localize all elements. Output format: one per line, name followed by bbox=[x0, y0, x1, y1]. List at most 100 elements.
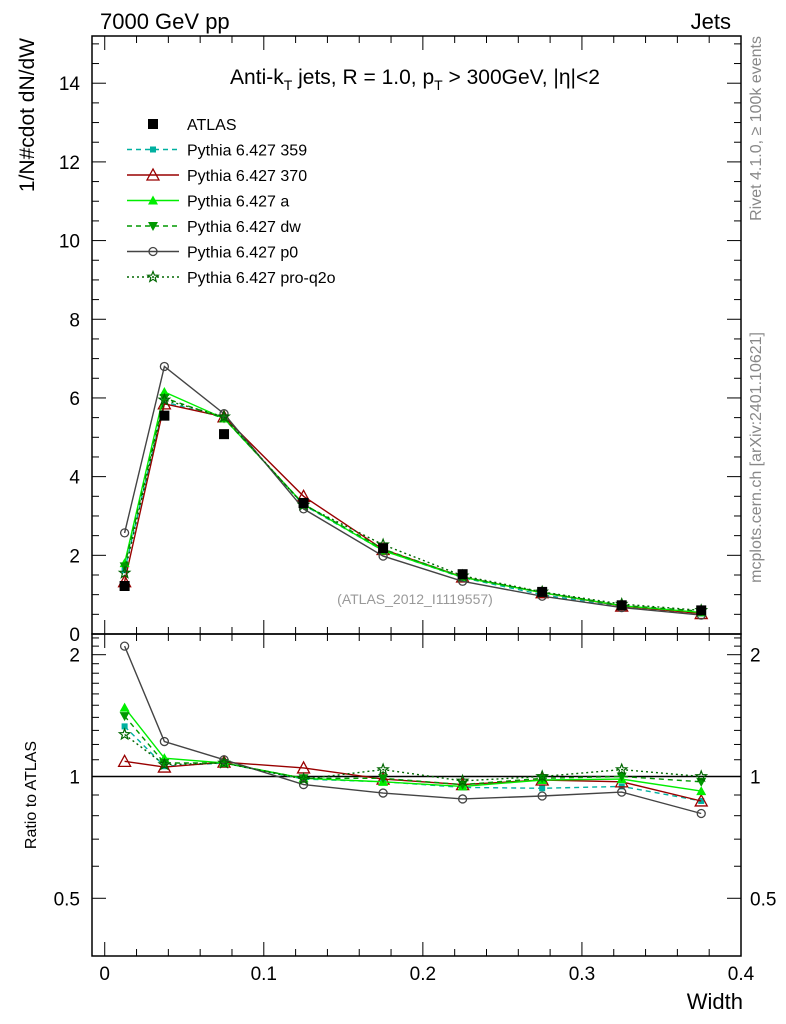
ratio-point bbox=[696, 808, 706, 819]
ratio-point bbox=[698, 797, 705, 804]
x-tick-label: 0.2 bbox=[410, 964, 436, 985]
ratio-point bbox=[535, 769, 550, 783]
mcplots-label: mcplots.cern.ch [arXiv:2401.10621] bbox=[748, 332, 765, 583]
y-tick-label: 14 bbox=[59, 74, 81, 95]
x-axis-label: Width bbox=[687, 989, 743, 1014]
series-line bbox=[123, 399, 702, 612]
legend-label: Pythia 6.427 p0 bbox=[187, 245, 298, 262]
series-point bbox=[119, 528, 130, 538]
ratio-tick-label: 0.5 bbox=[54, 889, 80, 910]
y-axis-label: 1/N#cdot dN/dW bbox=[16, 38, 39, 192]
series-point bbox=[157, 392, 172, 406]
ratio-point bbox=[159, 736, 170, 747]
atlas-data-point bbox=[119, 581, 130, 592]
x-tick-label: 0.3 bbox=[569, 964, 595, 985]
atlas-data-point bbox=[696, 605, 707, 616]
data-marks bbox=[117, 361, 709, 819]
atlas-data-point bbox=[537, 586, 548, 597]
legend-label: Pythia 6.427 a bbox=[187, 194, 289, 211]
ratio-point bbox=[694, 769, 709, 783]
legend: ATLAS Pythia 6.427 359 Pythia 6.427 370 Pyt… bbox=[127, 117, 336, 287]
ratio-tick-label-right: 1 bbox=[750, 767, 761, 788]
ratio-point bbox=[537, 791, 547, 801]
ratio-tick-label: 2 bbox=[69, 646, 80, 667]
atlas-data-point bbox=[159, 410, 170, 421]
ratio-point bbox=[696, 786, 707, 796]
legend-marker bbox=[146, 269, 160, 283]
ratio-point bbox=[119, 712, 130, 722]
ratio-point bbox=[539, 785, 546, 792]
series-point bbox=[159, 393, 170, 403]
series-line bbox=[123, 365, 702, 616]
legend-marker bbox=[150, 146, 156, 153]
ratio-tick-label: 1 bbox=[69, 767, 80, 788]
legend-label: Pythia 6.427 pro-q2o bbox=[187, 270, 336, 287]
legend-label: Pythia 6.427 359 bbox=[187, 143, 307, 160]
atlas-data-point bbox=[378, 543, 389, 554]
series-point bbox=[117, 565, 132, 579]
atlas-data-point bbox=[457, 569, 468, 580]
header-left: 7000 GeV pp bbox=[100, 9, 230, 34]
rivet-label: Rivet 4.1.0, ≥ 100k events bbox=[748, 36, 765, 221]
series-point bbox=[159, 361, 170, 372]
y-tick-label: 12 bbox=[59, 153, 80, 174]
series-line bbox=[123, 401, 702, 615]
ratio-point bbox=[378, 774, 389, 784]
ratio-point bbox=[614, 762, 629, 776]
legend-label: ATLAS bbox=[187, 117, 237, 134]
ratio-tick-label-right: 2 bbox=[750, 646, 761, 667]
ratio-point bbox=[455, 773, 470, 787]
ratio-line bbox=[124, 707, 702, 792]
legend-marker bbox=[148, 195, 158, 205]
ratio-point bbox=[376, 762, 390, 776]
x-tick-label: 0.4 bbox=[728, 964, 755, 985]
ratio-axis-label: Ratio to ATLAS bbox=[23, 741, 40, 849]
ratio-point bbox=[119, 641, 130, 651]
series-line bbox=[123, 391, 702, 614]
ratio-plot-frame: 0.5 0.5 1 1 2 2 bbox=[54, 633, 776, 957]
ratio-point bbox=[217, 755, 231, 769]
atlas-data-point bbox=[219, 429, 230, 440]
ratio-point bbox=[296, 771, 311, 786]
ratio-tick-label-right: 0.5 bbox=[750, 889, 776, 910]
ratio-point bbox=[159, 758, 170, 768]
ratio-line bbox=[124, 733, 702, 782]
series-line bbox=[123, 402, 702, 615]
x-tick-label: 0 bbox=[99, 964, 110, 985]
ratio-point bbox=[457, 794, 468, 804]
ratio-point bbox=[616, 772, 627, 782]
ratio-point bbox=[157, 757, 172, 771]
y-tick-label: 10 bbox=[59, 232, 80, 253]
y-tick-label: 6 bbox=[69, 389, 80, 410]
legend-marker bbox=[145, 167, 161, 181]
series-point bbox=[159, 387, 170, 397]
header-right: Jets bbox=[691, 9, 731, 34]
y-tick-label: 8 bbox=[69, 310, 80, 331]
ratio-point bbox=[119, 702, 130, 712]
ratio-point bbox=[617, 787, 627, 797]
ratio-point bbox=[694, 793, 709, 807]
ratio-point bbox=[378, 788, 388, 798]
legend-marker bbox=[148, 222, 158, 231]
legend-marker bbox=[148, 246, 158, 257]
ratio-point bbox=[117, 727, 132, 741]
series-point bbox=[217, 409, 231, 423]
ratio-point bbox=[219, 755, 229, 765]
atlas-data-point bbox=[616, 600, 627, 611]
y-tick-label: 4 bbox=[69, 468, 80, 489]
ratio-line bbox=[123, 645, 702, 815]
series-line bbox=[123, 396, 702, 612]
legend-marker-atlas bbox=[148, 119, 158, 129]
chart-title: Anti-kT jets, R = 1.0, pT > 300GeV, |η|<… bbox=[230, 66, 600, 93]
ratio-point bbox=[117, 753, 132, 767]
y-tick-label: 2 bbox=[69, 546, 80, 567]
ratio-point bbox=[121, 723, 128, 730]
atlas-data-point bbox=[298, 497, 309, 508]
analysis-watermark: (ATLAS_2012_I1119557) bbox=[337, 591, 493, 607]
y-tick-label: 0 bbox=[69, 625, 80, 646]
legend-label: Pythia 6.427 dw bbox=[187, 219, 301, 236]
legend-label: Pythia 6.427 370 bbox=[187, 168, 307, 185]
x-tick-label: 0.1 bbox=[251, 964, 277, 985]
